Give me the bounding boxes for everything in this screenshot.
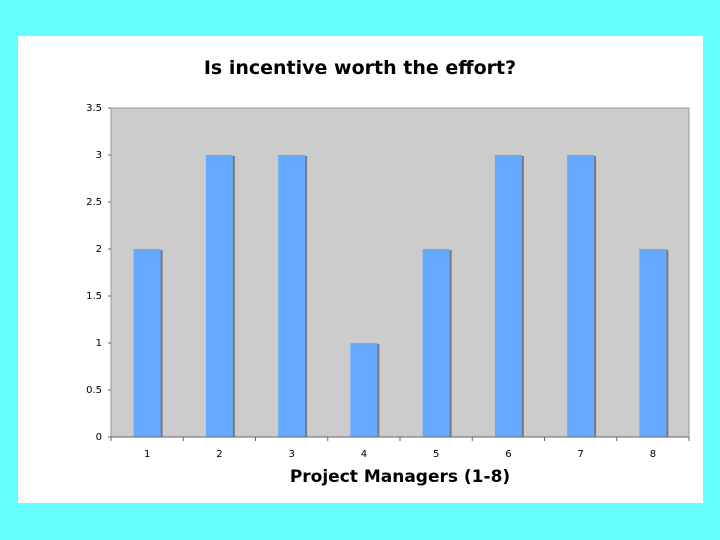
y-axis: 0 0.5 1 1.5 2 2.5 3 3.5 (86, 103, 111, 443)
x-axis-label: Project Managers (1-8) (290, 467, 510, 487)
bar (639, 249, 667, 437)
bar (205, 155, 233, 437)
x-tick-label: 8 (650, 449, 656, 460)
chart-title: Is incentive worth the effort? (204, 57, 516, 79)
bar (278, 155, 306, 437)
bar (422, 249, 450, 437)
plot-area (110, 107, 690, 438)
x-tick-label: 5 (433, 449, 439, 460)
chart-panel: Is incentive worth the effort? 0 0.5 1 1.5 2… (18, 36, 703, 503)
y-tick-label: 3 (96, 150, 102, 161)
bar (350, 343, 378, 437)
bar (133, 249, 161, 437)
x-tick-label: 7 (577, 449, 583, 460)
y-tick-label: 2 (96, 244, 102, 255)
bars (133, 155, 669, 437)
x-axis: 1 2 3 4 5 6 7 8 (110, 436, 690, 460)
y-tick-label: 2.5 (86, 197, 102, 208)
bar (494, 155, 522, 437)
bar-chart: Is incentive worth the effort? 0 0.5 1 1.5 2… (86, 57, 690, 487)
x-tick-label: 2 (216, 449, 222, 460)
y-tick-label: 1 (96, 338, 102, 349)
y-tick-label: 0 (96, 432, 102, 443)
x-tick-label: 6 (505, 449, 511, 460)
x-tick-label: 4 (361, 449, 367, 460)
x-tick-label: 3 (288, 449, 294, 460)
y-tick-label: 0.5 (86, 385, 102, 396)
y-tick-label: 3.5 (86, 103, 102, 114)
bar (567, 155, 595, 437)
x-tick-label: 1 (144, 449, 150, 460)
y-tick-label: 1.5 (86, 291, 102, 302)
